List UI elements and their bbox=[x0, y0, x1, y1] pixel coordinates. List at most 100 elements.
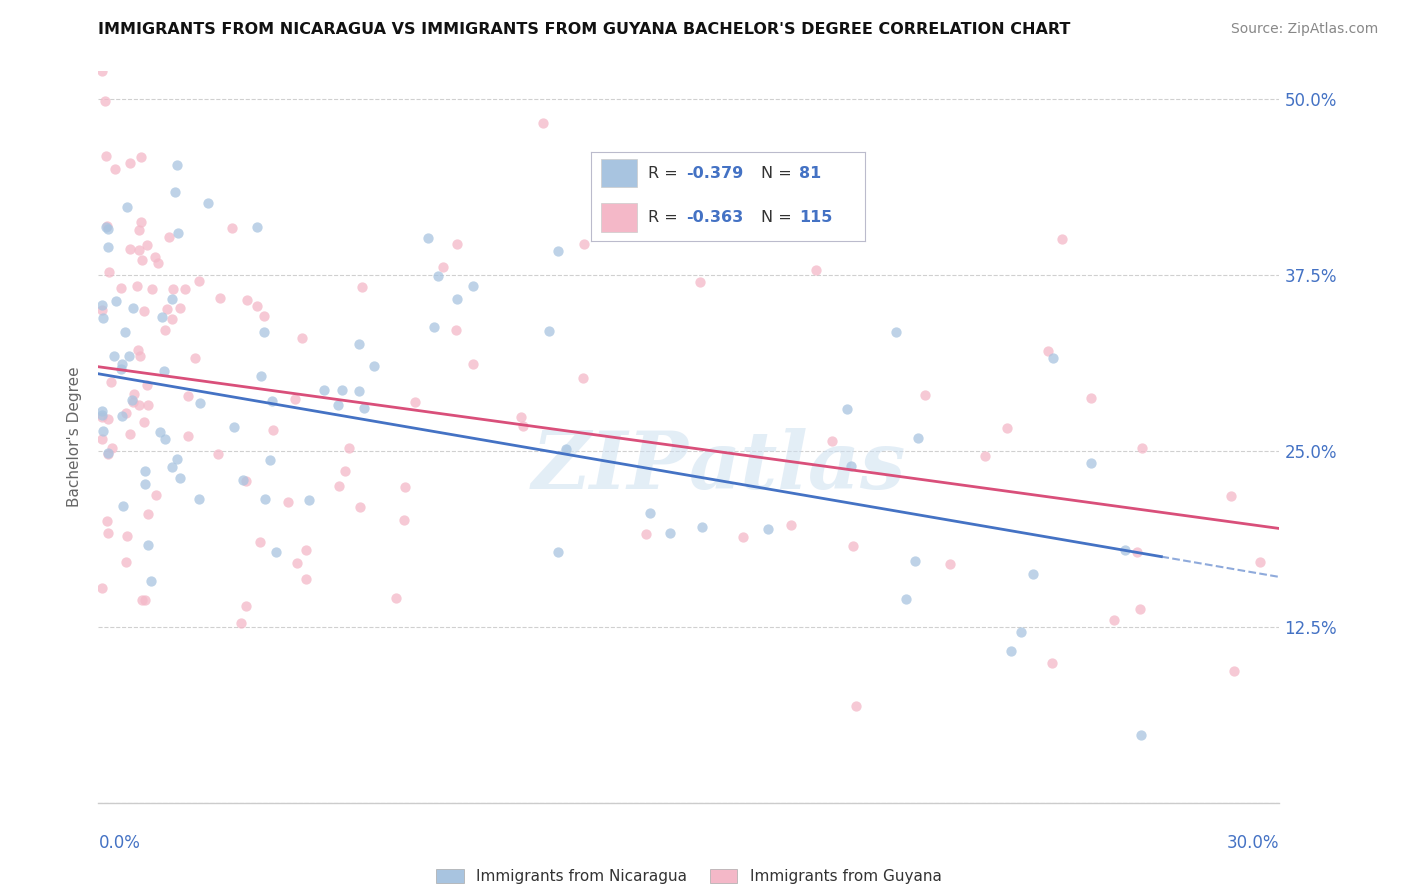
Point bbox=[1010, 625, 1032, 640]
Point bbox=[153, 364, 176, 378]
Point bbox=[259, 453, 281, 467]
Point bbox=[114, 325, 136, 339]
Point bbox=[463, 279, 485, 293]
Point bbox=[111, 357, 134, 371]
Point bbox=[110, 280, 132, 294]
Point bbox=[122, 301, 145, 316]
Point bbox=[510, 409, 533, 424]
Point bbox=[169, 301, 191, 316]
Point bbox=[973, 449, 995, 463]
Point bbox=[110, 362, 132, 376]
Point bbox=[1126, 545, 1149, 559]
Point bbox=[129, 349, 152, 363]
Text: IMMIGRANTS FROM NICARAGUA VS IMMIGRANTS FROM GUYANA BACHELOR'S DEGREE CORRELATIO: IMMIGRANTS FROM NICARAGUA VS IMMIGRANTS … bbox=[98, 22, 1071, 37]
Point bbox=[136, 377, 159, 392]
Point bbox=[97, 411, 120, 425]
Point bbox=[995, 421, 1018, 435]
Point bbox=[835, 401, 858, 416]
Point bbox=[160, 460, 183, 475]
Point bbox=[150, 310, 173, 325]
Point bbox=[337, 441, 360, 455]
Point bbox=[207, 447, 229, 461]
Point bbox=[392, 513, 415, 527]
Text: R =: R = bbox=[648, 166, 683, 180]
Point bbox=[103, 349, 125, 363]
Point bbox=[264, 545, 287, 559]
Point bbox=[1000, 644, 1022, 658]
Point bbox=[353, 401, 375, 416]
Point bbox=[1102, 613, 1125, 627]
Point bbox=[91, 581, 114, 595]
Point bbox=[250, 368, 273, 383]
Point bbox=[330, 383, 353, 397]
Text: -0.363: -0.363 bbox=[686, 211, 744, 225]
Point bbox=[177, 389, 200, 403]
Point bbox=[1036, 343, 1059, 358]
Bar bbox=[602, 159, 637, 187]
Text: atlas: atlas bbox=[689, 427, 907, 505]
Point bbox=[1042, 351, 1064, 366]
Point bbox=[416, 230, 439, 244]
Point bbox=[115, 200, 138, 214]
Point bbox=[894, 592, 917, 607]
Point bbox=[904, 554, 927, 568]
Point bbox=[538, 324, 561, 338]
Point bbox=[97, 240, 120, 254]
Point bbox=[229, 615, 252, 630]
Point bbox=[1128, 601, 1150, 615]
Point bbox=[839, 459, 862, 474]
Point bbox=[1080, 456, 1102, 470]
Point bbox=[166, 452, 188, 467]
Point bbox=[112, 500, 135, 514]
Point bbox=[692, 520, 714, 534]
Point bbox=[120, 155, 142, 169]
Text: ZIP: ZIP bbox=[531, 427, 689, 505]
Point bbox=[291, 331, 314, 345]
Point bbox=[252, 325, 274, 339]
Point bbox=[127, 343, 149, 357]
Point bbox=[235, 475, 257, 489]
Point bbox=[277, 495, 299, 509]
Point bbox=[118, 426, 141, 441]
Point bbox=[188, 492, 211, 507]
Point bbox=[155, 432, 177, 446]
Point bbox=[139, 574, 162, 588]
Point bbox=[938, 557, 960, 571]
Text: 81: 81 bbox=[799, 166, 821, 180]
Point bbox=[141, 282, 163, 296]
Text: 115: 115 bbox=[799, 211, 832, 225]
Text: R =: R = bbox=[648, 211, 683, 225]
Point bbox=[446, 237, 468, 252]
Point bbox=[177, 429, 200, 443]
Point bbox=[128, 223, 150, 237]
Point bbox=[134, 477, 156, 491]
Point bbox=[121, 393, 143, 408]
Point bbox=[446, 323, 468, 337]
Point bbox=[347, 337, 370, 351]
Point bbox=[129, 150, 152, 164]
Point bbox=[136, 507, 159, 521]
Point bbox=[547, 545, 569, 559]
Point bbox=[97, 446, 120, 460]
Text: -0.379: -0.379 bbox=[686, 166, 744, 180]
Point bbox=[91, 64, 114, 78]
Text: Source: ZipAtlas.com: Source: ZipAtlas.com bbox=[1230, 22, 1378, 37]
Point bbox=[232, 473, 254, 487]
Point bbox=[328, 479, 350, 493]
Point bbox=[547, 244, 569, 258]
Point bbox=[221, 221, 243, 235]
Text: N =: N = bbox=[761, 211, 796, 225]
Point bbox=[914, 387, 936, 401]
Point bbox=[1129, 728, 1152, 742]
Point bbox=[634, 527, 657, 541]
Point bbox=[363, 359, 385, 373]
Point bbox=[188, 396, 211, 410]
Point bbox=[780, 518, 803, 533]
Point bbox=[96, 219, 118, 233]
Point bbox=[156, 302, 179, 317]
Point bbox=[167, 226, 190, 240]
Point bbox=[758, 522, 780, 536]
Point bbox=[254, 491, 277, 506]
Point bbox=[1050, 232, 1073, 246]
Point bbox=[1021, 566, 1043, 581]
